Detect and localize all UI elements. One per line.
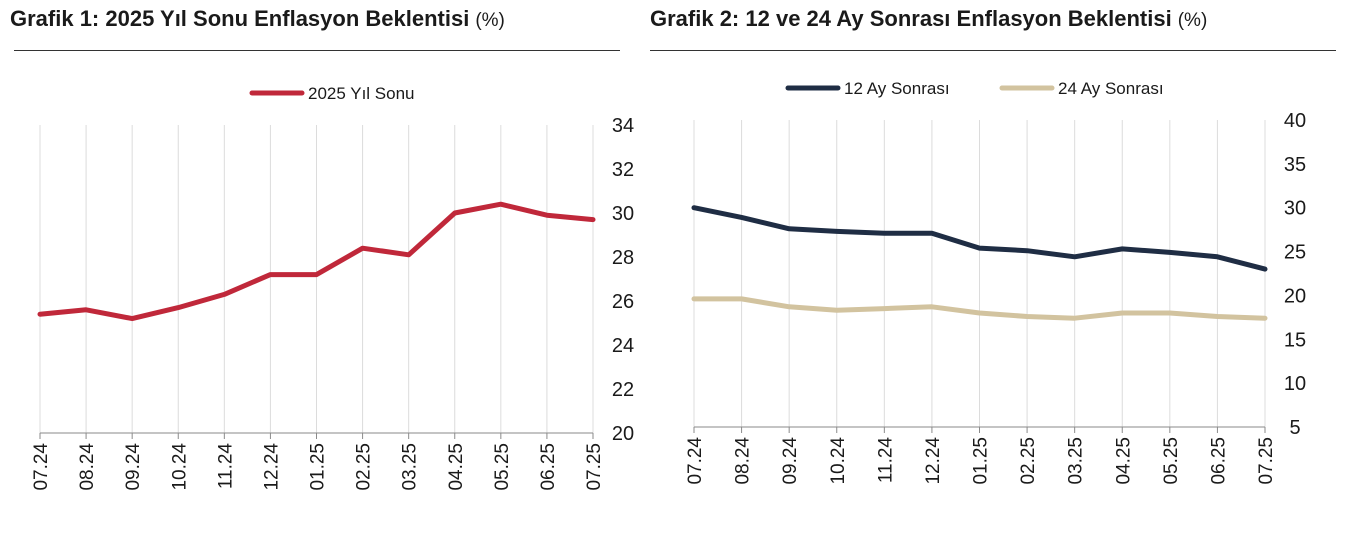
y-tick-label: 25 [1284,242,1306,264]
y-tick-label: 26 [612,291,634,313]
data-point [930,231,934,235]
x-tick-label: 05.25 [492,443,513,491]
data-point [84,308,88,311]
x-tick-label: 01.25 [308,443,329,491]
data-point [177,306,180,309]
x-tick-label: 08.24 [733,437,754,485]
x-tick-label: 03.25 [400,443,421,491]
x-tick-label: 04.25 [1113,437,1134,485]
y-tick-label: 35 [1284,154,1306,176]
data-point [1073,255,1076,259]
x-tick-label: 12.24 [261,443,282,491]
y-tick-label: 15 [1284,329,1306,351]
data-point [835,230,838,233]
data-point [407,253,410,256]
data-point [883,307,886,310]
chart-title-text: Grafik 1: 2025 Yıl Sonu Enflasyon Beklen… [10,6,470,31]
y-tick-label: 20 [1284,285,1306,307]
y-tick-label: 32 [612,159,634,181]
y-tick-label: 5 [1289,417,1300,439]
x-tick-label: 01.25 [971,437,992,485]
data-point [1025,315,1029,318]
data-point [692,297,696,301]
x-tick-label: 03.25 [1066,437,1087,485]
data-point [1216,315,1219,318]
data-point [978,246,981,250]
line-chart-2: 07.24 08.24 09.24 10.24 11.24 12.24 01.25 02.25… [685,79,1306,485]
x-tick-label: 10.24 [169,443,190,491]
y-tick-label: 28 [612,247,634,269]
y-tick-label: 10 [1284,373,1306,395]
data-point [545,214,549,217]
data-point [978,311,981,315]
x-tick-label: 06.25 [538,443,559,491]
y-tick-label: 34 [612,115,634,137]
x-tick-label: 07.25 [1256,437,1277,485]
data-point [1263,317,1267,320]
x-tick-label: 05.25 [1161,437,1182,485]
chart-unit: (%) [475,10,505,31]
x-tick-label: 07.24 [685,437,706,485]
x-tick-label: 09.24 [123,443,144,491]
chart-title-text: Grafik 2: 12 ve 24 Ay Sonrası Enflasyon … [650,6,1172,31]
data-point [930,305,934,309]
x-tick-label: 10.24 [828,437,849,485]
x-tick-label: 07.25 [584,443,605,491]
data-point [1168,311,1172,315]
y-tick-label: 30 [1284,198,1306,220]
data-point [38,313,42,316]
chart-panel-2: Grafik 2: 12 ve 24 Ay Sonrası Enflasyon … [648,0,1353,538]
data-point [787,227,791,230]
y-tick-label: 30 [612,203,634,225]
x-tick-label: 07.24 [31,443,52,491]
chart-panel-1: Grafik 1: 2025 Yıl Sonu Enflasyon Beklen… [0,0,640,538]
line-chart-1: 07.24 08.24 09.24 10.24 11.24 12.24 01.25 02.25… [31,84,634,491]
x-tick-label: 08.24 [77,443,98,491]
data-point [835,309,838,312]
y-tick-label: 20 [612,423,634,445]
legend-label: 24 Ay Sonrası [1058,79,1164,98]
title-rule [14,50,620,51]
data-point [1216,255,1219,259]
x-tick-label: 12.24 [923,437,944,485]
chart-title: Grafik 1: 2025 Yıl Sonu Enflasyon Beklen… [10,6,505,32]
x-tick-label: 09.24 [780,437,801,485]
data-point [1168,251,1172,254]
data-point [223,293,226,296]
y-tick-label: 22 [612,379,634,401]
data-point [787,305,791,309]
chart-title: Grafik 2: 12 ve 24 Ay Sonrası Enflasyon … [650,6,1207,32]
data-point [269,273,272,276]
data-point [1121,311,1124,315]
data-point [740,297,743,301]
data-point [740,216,743,219]
chart-unit: (%) [1177,10,1208,31]
title-rule [650,50,1336,51]
data-point [883,231,886,235]
legend-label: 2025 Yıl Sonu [308,84,415,103]
data-point [315,273,318,276]
y-tick-label: 40 [1284,110,1306,132]
x-tick-label: 06.25 [1208,437,1229,485]
x-tick-label: 02.25 [1018,437,1039,485]
x-tick-label: 04.25 [446,443,467,491]
data-point [130,317,134,320]
y-tick-label: 24 [612,335,634,357]
data-point [361,247,364,250]
x-tick-label: 11.24 [215,443,236,490]
data-point [1073,317,1076,320]
data-point [591,218,595,221]
data-point [453,211,456,215]
x-tick-label: 11.24 [875,437,896,484]
data-point [692,206,696,209]
data-point [1121,247,1124,251]
legend-label: 12 Ay Sonrası [844,79,950,98]
data-point [499,203,503,206]
x-tick-label: 02.25 [354,443,375,491]
data-point [1263,267,1267,271]
data-point [1025,249,1029,252]
